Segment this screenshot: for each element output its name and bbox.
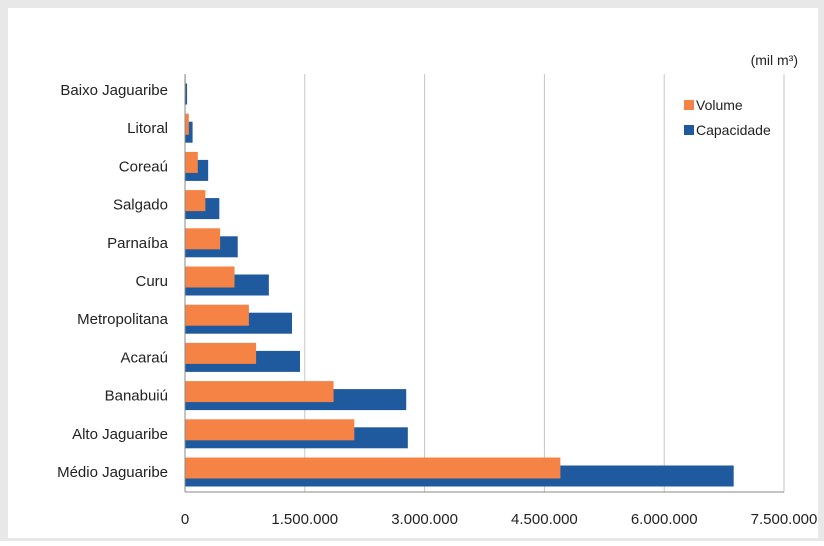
x-tick-label: 4.500.000: [511, 511, 578, 528]
bar-volume: [185, 151, 198, 173]
category-label: Litoral: [127, 120, 168, 137]
axis-layer: 0 1.500.000 3.000.000 4.500.000 6.000.000 7.5…: [57, 74, 817, 528]
bar-volume: [185, 381, 334, 403]
category-label: Baixo Jaguaribe: [60, 82, 168, 99]
bar-volume: [185, 419, 355, 441]
category-label: Médio Jaguaribe: [57, 464, 168, 481]
chart-panel: [8, 8, 818, 538]
category-label: Metropolitana: [77, 311, 169, 328]
x-tick-label: 6.000.000: [631, 511, 698, 528]
category-label: Banabuiú: [105, 388, 168, 405]
x-tick-label: 3.000.000: [391, 511, 458, 528]
category-label: Acaraú: [120, 349, 168, 366]
legend: Volume Capacidade: [684, 97, 771, 138]
grid-layer: [304, 74, 785, 492]
category-label: Coreaú: [119, 158, 168, 175]
legend-label: Capacidade: [696, 122, 771, 138]
bar-volume: [185, 266, 235, 288]
legend-swatch: [684, 125, 694, 135]
legend-swatch: [684, 100, 694, 110]
bar-volume: [185, 304, 249, 326]
bar-volume: [185, 457, 561, 479]
bar-volume: [185, 342, 257, 364]
bars-layer: [185, 75, 734, 487]
bar-capacidade: [185, 83, 188, 105]
bar-volume: [185, 228, 221, 250]
category-label: Salgado: [113, 197, 168, 214]
x-tick-label: 7.500.000: [751, 511, 818, 528]
category-label: Curu: [135, 273, 168, 290]
bar-volume: [185, 113, 189, 135]
bar-volume: [185, 190, 206, 212]
category-label: Parnaíba: [107, 235, 169, 252]
legend-label: Volume: [696, 97, 743, 113]
x-tick-label: 1.500.000: [271, 511, 338, 528]
category-label: Alto Jaguaribe: [72, 426, 168, 443]
unit-label: (mil m³): [751, 52, 798, 68]
x-tick-label: 0: [181, 511, 189, 528]
